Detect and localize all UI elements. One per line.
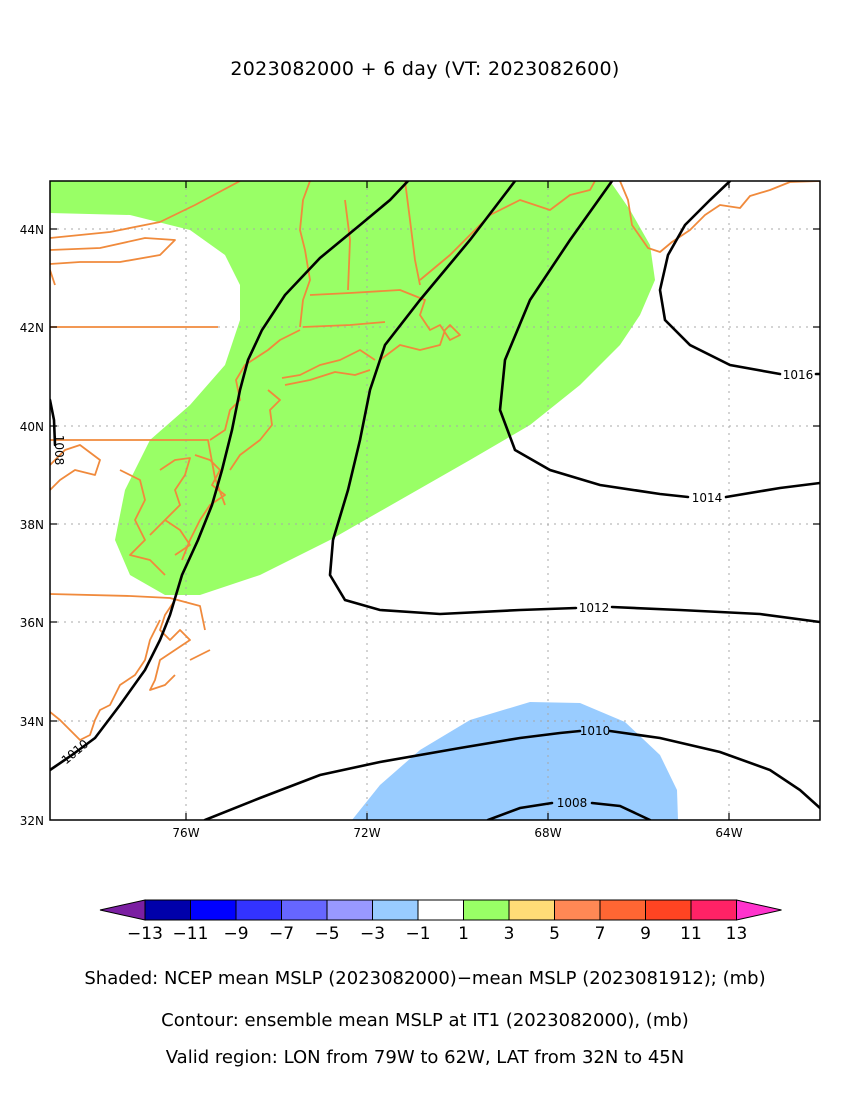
- lat-tick-label: 40N: [20, 420, 44, 434]
- lat-tick-label: 42N: [20, 321, 44, 335]
- lat-tick-label: 36N: [20, 616, 44, 630]
- caption-region: Valid region: LON from 79W to 62W, LAT f…: [165, 1047, 685, 1068]
- lon-tick-label: 64W: [715, 826, 742, 840]
- colorbar-label: 3: [504, 924, 515, 944]
- lat-tick-label: 32N: [20, 814, 44, 828]
- contours: [50, 181, 820, 820]
- colorbar-box: [417, 899, 464, 921]
- contour-label-1008-west: 1008: [52, 435, 66, 466]
- colorbar: [99, 899, 782, 921]
- colorbar-labels: −13 −11 −9 −7 −5 −3 −1 1 3 5 7 9 11 13: [127, 924, 747, 944]
- lat-tick-label: 34N: [20, 715, 44, 729]
- contour-1008-west: [50, 398, 57, 447]
- colorbar-label: −7: [269, 924, 294, 944]
- contour-label-1012: 1012: [579, 601, 610, 615]
- colorbar-arrow-right: [736, 899, 782, 921]
- contour-1008: [486, 801, 652, 820]
- colorbar-box: [235, 899, 282, 921]
- colorbar-arrow-left: [99, 899, 146, 921]
- colorbar-label: −3: [360, 924, 385, 944]
- axis-ticks: [50, 181, 820, 820]
- colorbar-box: [645, 899, 692, 921]
- colorbar-label: 1: [458, 924, 469, 944]
- contour-1014: [498, 181, 820, 499]
- map-title: 2023082000 + 6 day (VT: 2023082600): [230, 58, 620, 80]
- lon-tick-label: 68W: [534, 826, 561, 840]
- colorbar-label: 5: [549, 924, 560, 944]
- contour-label-1016: 1016: [783, 368, 814, 382]
- contour-label-1010-west: 1010: [59, 737, 91, 767]
- colorbar-box: [599, 899, 646, 921]
- contour-label-1010: 1010: [580, 724, 611, 738]
- map-frame: [49, 180, 821, 821]
- coastlines: [50, 181, 820, 741]
- colorbar-label: −11: [173, 924, 209, 944]
- contour-1010: [203, 729, 820, 820]
- caption-shaded: Shaded: NCEP mean MSLP (2023082000)−mean…: [84, 968, 766, 989]
- colorbar-label: 11: [680, 924, 702, 944]
- colorbar-label: −9: [223, 924, 248, 944]
- colorbar-label: 9: [640, 924, 651, 944]
- colorbar-label: −13: [127, 924, 163, 944]
- shaded-region-negative: [352, 702, 678, 820]
- colorbar-box: [508, 899, 555, 921]
- lon-tick-label: 76W: [172, 826, 199, 840]
- colorbar-label: 7: [595, 924, 606, 944]
- colorbar-label: −1: [405, 924, 430, 944]
- colorbar-box: [554, 899, 601, 921]
- colorbar-box: [144, 899, 191, 921]
- colorbar-label: 13: [726, 924, 748, 944]
- caption-contour: Contour: ensemble mean MSLP at IT1 (2023…: [161, 1010, 689, 1031]
- contour-1012: [328, 181, 820, 624]
- lat-tick-label: 38N: [20, 518, 44, 532]
- contour-1010-west: [50, 181, 410, 772]
- contour-1016: [658, 181, 820, 376]
- lat-tick-label: 44N: [20, 223, 44, 237]
- colorbar-box: [326, 899, 373, 921]
- colorbar-box: [372, 899, 419, 921]
- map-plot-area: 1016 1014 1012 1010 1010 1008 1008: [50, 181, 820, 820]
- colorbar-box: [190, 899, 237, 921]
- contour-labels: 1016 1014 1012 1010 1010 1008 1008: [52, 368, 813, 810]
- colorbar-label: −5: [314, 924, 339, 944]
- colorbar-box: [463, 899, 510, 921]
- lon-tick-label: 72W: [353, 826, 380, 840]
- contour-label-1008: 1008: [557, 796, 588, 810]
- colorbar-box: [690, 899, 737, 921]
- colorbar-box: [281, 899, 328, 921]
- contour-label-1014: 1014: [692, 491, 723, 505]
- shaded-region-positive: [50, 181, 655, 595]
